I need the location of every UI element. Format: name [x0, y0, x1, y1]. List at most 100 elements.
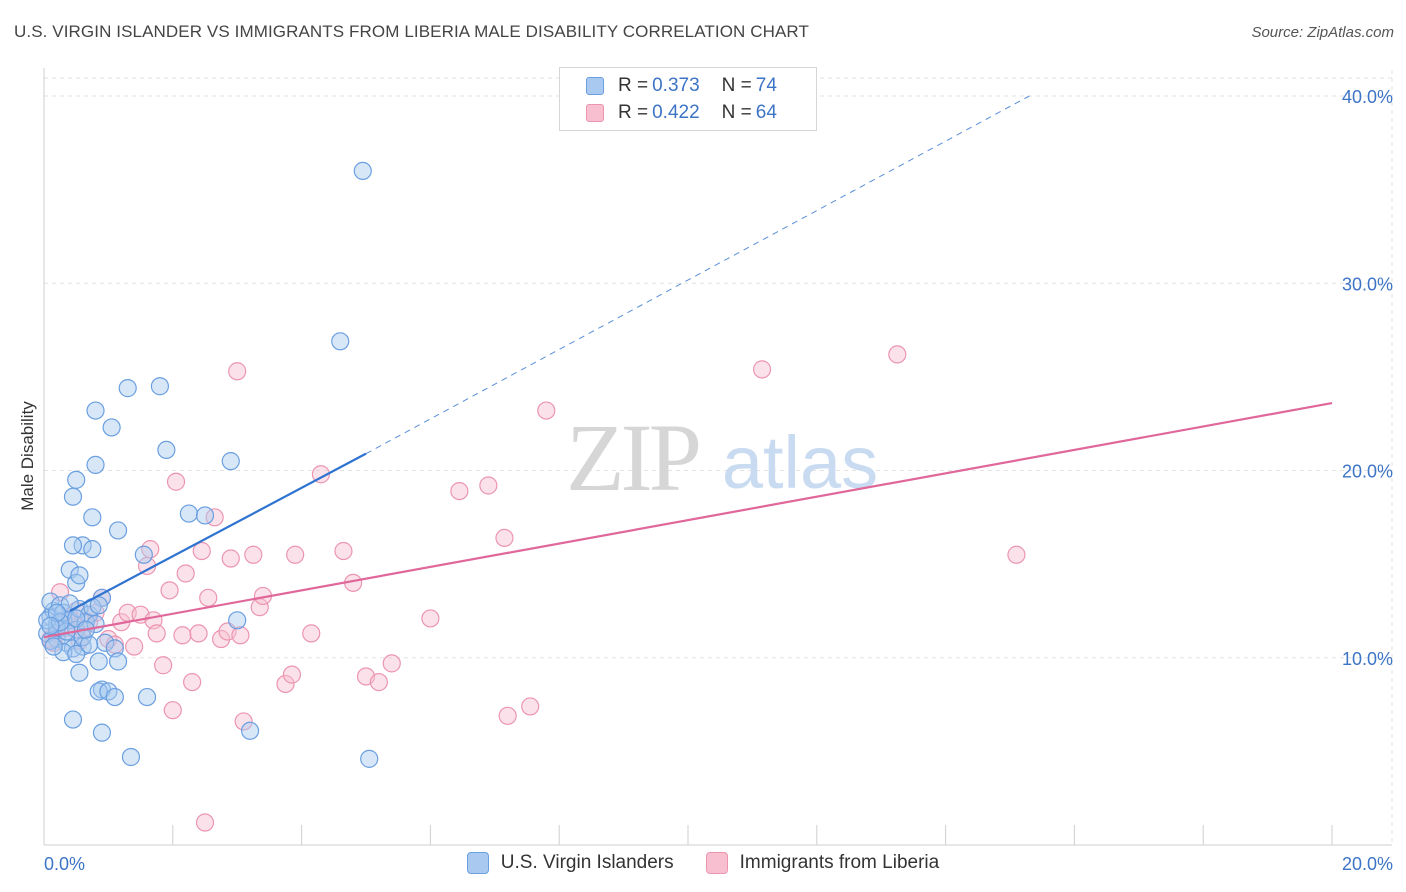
x-tick-label-min: 0.0% [44, 854, 85, 874]
blue-data-point [105, 687, 124, 707]
blue-data-point [150, 377, 170, 396]
blue-data-point [108, 521, 128, 540]
stats-row-pink: R = 0.422 N = 64 [586, 101, 777, 125]
pink-data-point [234, 712, 253, 731]
blue-data-point [44, 637, 63, 656]
y-tick-label: 20.0% [1342, 462, 1393, 482]
trend-lines [43, 95, 1333, 639]
blue-data-point [108, 652, 128, 671]
blue-data-point [79, 635, 99, 654]
pink-data-point [195, 813, 215, 832]
watermark-atlas: atlas [722, 421, 878, 504]
pink-data-point [334, 541, 353, 561]
n-value: 74 [755, 75, 777, 96]
y-tick-label: 30.0% [1342, 274, 1393, 294]
pink-data-point [154, 656, 173, 675]
pink-data-point [192, 541, 211, 561]
blue-data-point [121, 747, 141, 767]
blue-data-point [353, 161, 372, 180]
pink-data-point [147, 624, 166, 643]
blue-data-point [73, 536, 92, 555]
x-tick-label-max: 20.0% [1342, 854, 1393, 874]
pink-data-point [166, 472, 186, 491]
pink-data-point [421, 609, 440, 628]
blue-data-point [83, 508, 102, 527]
pink-data-point [286, 545, 305, 564]
blue-swatch [466, 852, 489, 874]
blue-data-point [63, 710, 83, 729]
tick-labels: 10.0% 20.0% 30.0% 40.0% 0.0% 20.0% [44, 87, 1393, 874]
pink-data-point [537, 401, 556, 420]
pink-data-point [382, 654, 401, 673]
n-value: 64 [755, 102, 777, 123]
legend-label-pink: Immigrants from Liberia [739, 852, 940, 873]
stats-legend: R = 0.373 N = 74 R = 0.422 N = 64 [559, 67, 817, 131]
pink-swatch [586, 104, 604, 122]
pink-data-point [498, 706, 517, 725]
blue-data-point [92, 723, 112, 742]
blue-data-point [221, 452, 240, 471]
n-label: N = [721, 75, 752, 96]
blue-data-point [70, 566, 89, 585]
blue-data-point [67, 470, 86, 489]
axes [43, 68, 1392, 846]
blue-data-point [83, 540, 102, 559]
blue-data-point [41, 616, 60, 636]
blue-data-point [41, 592, 60, 611]
pink-data-point [495, 528, 514, 548]
blue-data-point [331, 332, 350, 351]
blue-data-point [86, 455, 105, 474]
blue-data-point [360, 749, 379, 768]
r-label: R = [618, 102, 649, 123]
blue-data-point [118, 379, 137, 398]
pink-data-point [212, 629, 231, 649]
blue-data-point [228, 611, 247, 630]
pink-data-point [125, 637, 144, 656]
pink-data-point [479, 476, 498, 495]
blue-data-point [70, 663, 89, 682]
blue-data-point [86, 401, 105, 420]
n-label: N = [721, 102, 752, 123]
stats-row-blue: R = 0.373 N = 74 [586, 74, 777, 98]
pink-data-point [173, 626, 192, 645]
blue-trend-line [69, 452, 367, 612]
pink-series [41, 345, 1026, 832]
pink-data-point [521, 697, 540, 716]
blue-data-point [102, 418, 121, 437]
pink-swatch [705, 852, 728, 874]
blue-data-point [89, 596, 108, 615]
y-axis-label: Male Disability [18, 401, 37, 511]
pink-data-point [163, 701, 182, 720]
r-value: 0.422 [652, 102, 700, 123]
pink-data-point [183, 672, 202, 692]
pink-data-point [1007, 545, 1026, 564]
pink-data-point [231, 626, 250, 645]
y-tick-label: 40.0% [1342, 87, 1393, 107]
r-label: R = [618, 75, 649, 96]
y-tick-label: 10.0% [1342, 649, 1393, 669]
pink-data-point [282, 665, 302, 684]
source-label: Source: ZipAtlas.com [1251, 24, 1394, 41]
pink-data-point [450, 481, 469, 501]
pink-data-point [228, 362, 247, 381]
blue-trend-extension [365, 95, 1030, 455]
pink-data-point [302, 624, 321, 643]
series-legend: U.S. Virgin Islanders Immigrants from Li… [0, 852, 1406, 874]
pink-data-point [221, 549, 240, 568]
blue-data-point [240, 721, 260, 740]
grid-lines [44, 70, 1393, 845]
blue-data-point [63, 487, 83, 506]
blue-swatch [586, 77, 604, 95]
blue-data-point [89, 652, 108, 671]
pink-data-point [160, 581, 179, 600]
pink-trend-line [43, 402, 1333, 639]
pink-data-point [199, 588, 218, 607]
pink-data-point [176, 564, 195, 583]
blue-data-point [96, 633, 115, 652]
blue-data-point [89, 682, 108, 701]
pink-data-point [189, 624, 208, 643]
pink-data-point [276, 674, 295, 694]
legend-item-blue: U.S. Virgin Islanders [466, 852, 674, 874]
blue-data-point [157, 440, 176, 460]
